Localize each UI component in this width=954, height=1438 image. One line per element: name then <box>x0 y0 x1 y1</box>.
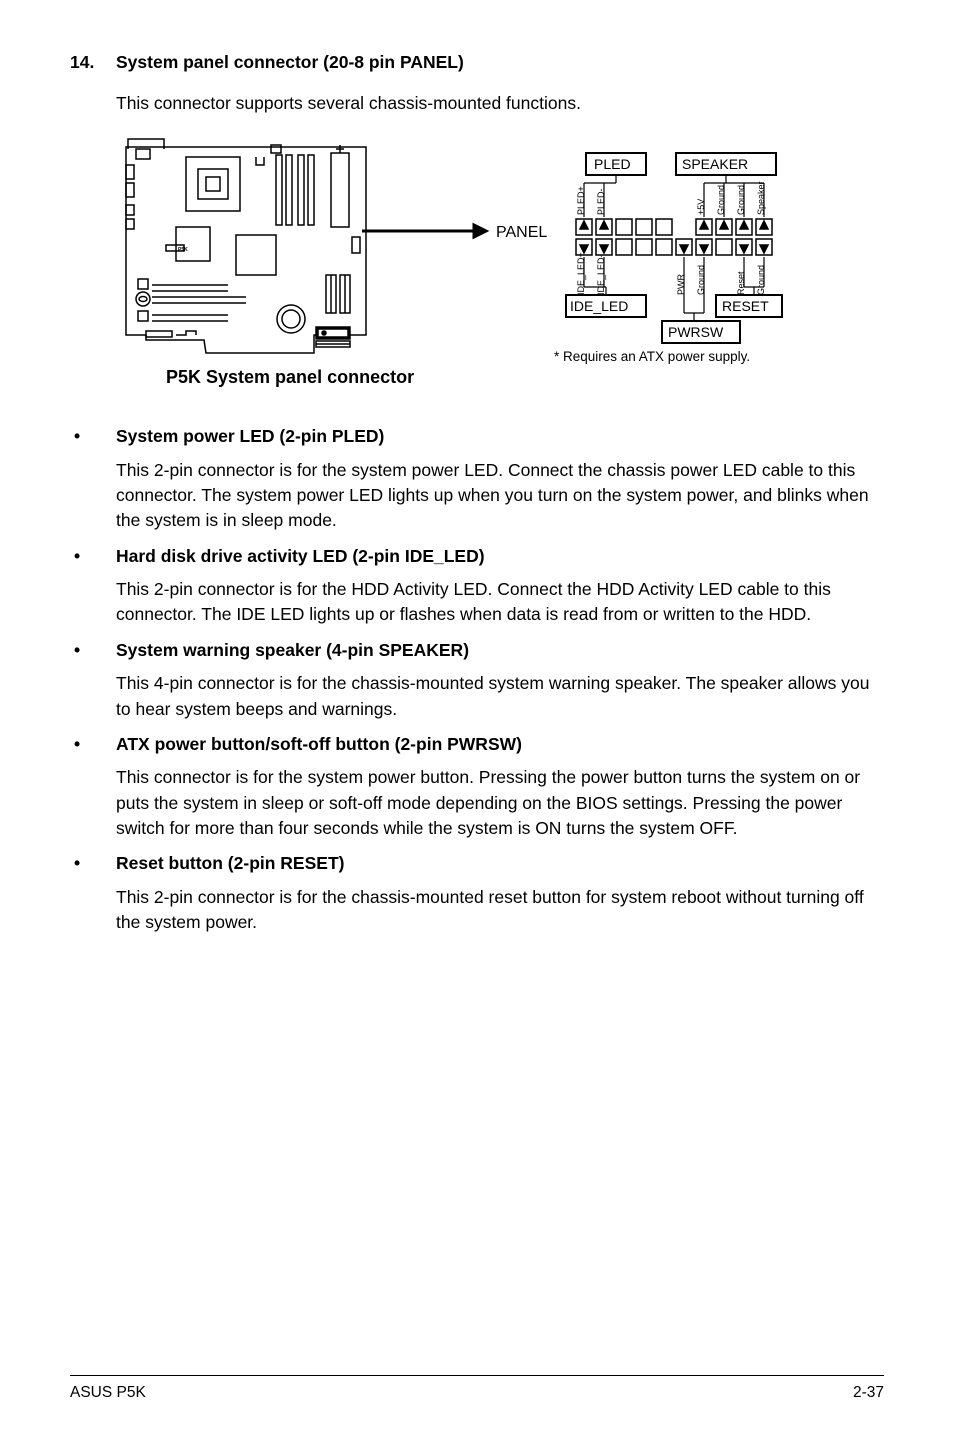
pin-pwr: PWR <box>676 273 686 294</box>
bullet-marker: • <box>70 732 116 757</box>
panel-connector-svg: P5K PANEL PLED SPEAKER <box>116 135 856 395</box>
section-title: System panel connector (20-8 pin PANEL) <box>116 50 464 75</box>
section-number: 14. <box>70 50 116 75</box>
mobo-model-label: P5K <box>178 247 188 253</box>
bullet-marker: • <box>70 424 116 449</box>
bullet-body: This 4-pin connector is for the chassis-… <box>116 671 884 722</box>
pin-5v: +5V <box>696 198 706 214</box>
intro-text: This connector supports several chassis-… <box>116 91 884 116</box>
bullet-marker: • <box>70 544 116 569</box>
pin-ideled-minus: IDE_LED- <box>596 254 606 295</box>
footer-left: ASUS P5K <box>70 1382 146 1404</box>
reset-label: RESET <box>722 298 769 314</box>
diagram-caption: P5K System panel connector <box>166 367 414 387</box>
pin-ground-2: Ground <box>736 185 746 215</box>
ide-led-label: IDE_LED <box>570 298 628 314</box>
pin-ground-4: Ground <box>756 265 766 295</box>
bullet-item: • ATX power button/soft-off button (2-pi… <box>70 732 884 757</box>
pin-ground-1: Ground <box>716 185 726 215</box>
pin-speaker: Speaker <box>756 181 766 215</box>
bullet-body: This 2-pin connector is for the HDD Acti… <box>116 577 884 628</box>
page-footer: ASUS P5K 2-37 <box>70 1375 884 1404</box>
panel-label: PANEL <box>496 224 547 241</box>
bullet-marker: • <box>70 638 116 663</box>
bullet-title: ATX power button/soft-off button (2-pin … <box>116 732 522 757</box>
bullet-item: • Hard disk drive activity LED (2-pin ID… <box>70 544 884 569</box>
pin-pled-minus: PLED- <box>596 188 606 215</box>
atx-note: * Requires an ATX power supply. <box>554 349 750 364</box>
bullet-body: This 2-pin connector is for the system p… <box>116 458 884 534</box>
diagram: P5K PANEL PLED SPEAKER <box>116 135 884 402</box>
speaker-label: SPEAKER <box>682 156 748 172</box>
bullet-title: Reset button (2-pin RESET) <box>116 851 344 876</box>
footer-right: 2-37 <box>853 1382 884 1404</box>
pin-ideled-plus: IDE_LED+ <box>576 252 586 295</box>
bullet-title: System power LED (2-pin PLED) <box>116 424 384 449</box>
pwrsw-label: PWRSW <box>668 324 724 340</box>
bullet-body: This connector is for the system power b… <box>116 765 884 841</box>
bullet-body: This 2-pin connector is for the chassis-… <box>116 885 884 936</box>
bullet-title: Hard disk drive activity LED (2-pin IDE_… <box>116 544 485 569</box>
bullet-item: • System warning speaker (4-pin SPEAKER) <box>70 638 884 663</box>
section-heading: 14. System panel connector (20-8 pin PAN… <box>70 50 884 75</box>
bullet-item: • System power LED (2-pin PLED) <box>70 424 884 449</box>
bullet-item: • Reset button (2-pin RESET) <box>70 851 884 876</box>
pin-pled-plus: PLED+ <box>576 186 586 215</box>
pin-ground-3: Ground <box>696 265 706 295</box>
bullet-list: • System power LED (2-pin PLED) This 2-p… <box>70 424 884 935</box>
bullet-title: System warning speaker (4-pin SPEAKER) <box>116 638 469 663</box>
pin-reset: Reset <box>736 271 746 295</box>
bullet-marker: • <box>70 851 116 876</box>
pled-label: PLED <box>594 156 631 172</box>
